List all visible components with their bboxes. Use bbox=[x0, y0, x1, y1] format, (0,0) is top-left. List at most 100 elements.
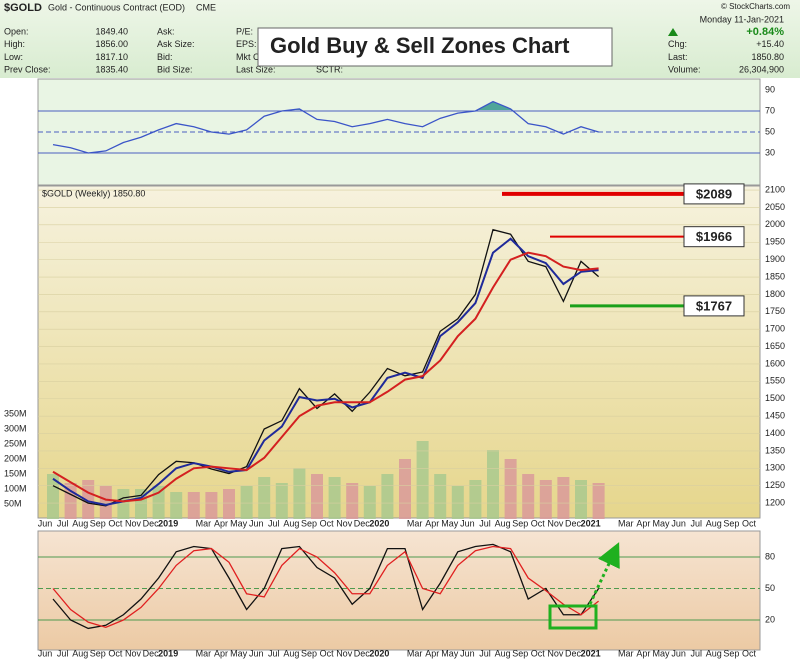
credit: © StockCharts.com bbox=[721, 2, 790, 11]
y-tick-label: 100M bbox=[4, 483, 27, 493]
volume-bar bbox=[293, 468, 306, 519]
x-tick-label: May bbox=[441, 648, 459, 658]
date: Monday 11-Jan-2021 bbox=[700, 14, 784, 24]
x-tick-label: Nov bbox=[336, 648, 353, 658]
field-label: Volume: bbox=[668, 64, 701, 74]
series-line bbox=[52, 545, 599, 629]
field-label: Chg: bbox=[668, 39, 687, 49]
field-label: Prev Close: bbox=[4, 64, 51, 74]
zone-label: $1767 bbox=[696, 298, 732, 313]
volume-bar bbox=[592, 483, 605, 519]
x-tick-label: 2019 bbox=[158, 518, 178, 528]
x-tick-label: Oct bbox=[531, 518, 546, 528]
field-label: Open: bbox=[4, 26, 29, 36]
x-tick-label: Jun bbox=[460, 648, 475, 658]
volume-bar bbox=[522, 474, 535, 519]
field-label: Bid: bbox=[157, 52, 173, 62]
volume-bar bbox=[117, 489, 130, 519]
volume-bar bbox=[381, 474, 394, 519]
volume-bar bbox=[311, 474, 323, 519]
x-tick-label: Oct bbox=[320, 648, 335, 658]
y-tick-label: 50 bbox=[765, 126, 775, 136]
x-tick-label: Aug bbox=[706, 648, 722, 658]
x-tick-label: Dec bbox=[565, 518, 582, 528]
x-tick-label: 2020 bbox=[369, 518, 389, 528]
rsi-fill bbox=[290, 101, 512, 110]
x-tick-label: Aug bbox=[283, 648, 299, 658]
x-tick-label: Apr bbox=[214, 518, 228, 528]
field-value: 1817.10 bbox=[95, 52, 128, 62]
x-tick-label: Mar bbox=[618, 518, 634, 528]
headline: Gold Buy & Sell Zones Chart bbox=[270, 33, 570, 58]
x-tick-label: Mar bbox=[618, 648, 634, 658]
x-tick-label: Mar bbox=[407, 648, 423, 658]
volume-bar bbox=[275, 483, 288, 519]
x-tick-label: Aug bbox=[495, 518, 511, 528]
x-tick-label: Jun bbox=[249, 648, 264, 658]
zone-box bbox=[683, 183, 745, 205]
x-tick-label: Aug bbox=[72, 518, 88, 528]
y-tick-label: 1450 bbox=[765, 411, 785, 421]
highlight-box bbox=[548, 604, 598, 630]
volume-bar bbox=[170, 492, 183, 519]
y-tick-label: 1800 bbox=[765, 289, 785, 299]
x-tick-label: 2019 bbox=[158, 648, 178, 658]
volume-bar bbox=[469, 480, 482, 519]
exchange: CME bbox=[196, 2, 216, 12]
volume-bar bbox=[434, 474, 447, 519]
zone-box bbox=[683, 226, 745, 248]
x-tick-label: Oct bbox=[531, 648, 546, 658]
x-tick-label: Oct bbox=[108, 518, 123, 528]
x-tick-label: Jul bbox=[479, 648, 491, 658]
field-label: EPS: bbox=[236, 39, 257, 49]
field-value: +15.40 bbox=[756, 39, 784, 49]
field-label: P/E: bbox=[236, 26, 253, 36]
x-tick-label: Jul bbox=[57, 518, 69, 528]
x-tick-label: Sep bbox=[90, 518, 106, 528]
volume-bar bbox=[504, 459, 517, 519]
series-line bbox=[52, 543, 600, 630]
y-tick-label: 50 bbox=[765, 583, 775, 593]
x-tick-label: Dec bbox=[354, 648, 371, 658]
volume-bar bbox=[557, 477, 570, 519]
x-tick-label: Sep bbox=[512, 518, 528, 528]
series-line bbox=[52, 251, 599, 503]
x-tick-label: May bbox=[230, 648, 248, 658]
x-tick-label: Nov bbox=[336, 518, 353, 528]
y-tick-label: 2100 bbox=[765, 184, 785, 194]
x-tick-label: 2020 bbox=[369, 648, 389, 658]
x-tick-label: Jun bbox=[38, 648, 53, 658]
y-tick-label: 1750 bbox=[765, 306, 785, 316]
y-tick-label: 80 bbox=[765, 551, 775, 561]
field-value: 1835.40 bbox=[95, 64, 128, 74]
x-tick-label: May bbox=[652, 648, 670, 658]
x-tick-label: Jun bbox=[38, 518, 53, 528]
x-tick-label: Dec bbox=[565, 648, 582, 658]
y-tick-label: 1950 bbox=[765, 237, 785, 247]
y-tick-label: 30 bbox=[765, 147, 775, 157]
y-tick-label: 1900 bbox=[765, 254, 785, 264]
x-tick-label: Jun bbox=[671, 518, 686, 528]
x-tick-label: Apr bbox=[425, 518, 439, 528]
x-tick-label: Jul bbox=[57, 648, 69, 658]
y-tick-label: 1650 bbox=[765, 341, 785, 351]
x-tick-label: Jun bbox=[249, 518, 264, 528]
y-tick-label: 1300 bbox=[765, 463, 785, 473]
x-tick-label: Sep bbox=[512, 648, 528, 658]
y-tick-label: 200M bbox=[4, 453, 27, 463]
x-tick-label: Aug bbox=[495, 648, 511, 658]
x-tick-label: Dec bbox=[354, 518, 371, 528]
x-tick-label: Nov bbox=[547, 518, 564, 528]
x-tick-label: May bbox=[441, 518, 459, 528]
series-line bbox=[52, 237, 599, 506]
volume-bar bbox=[152, 486, 165, 519]
y-tick-label: 1250 bbox=[765, 480, 785, 490]
x-tick-label: Apr bbox=[636, 648, 650, 658]
x-tick-label: Apr bbox=[214, 648, 228, 658]
x-tick-label: Apr bbox=[425, 648, 439, 658]
volume-bar bbox=[258, 477, 271, 519]
x-tick-label: Mar bbox=[407, 518, 423, 528]
y-tick-label: 1550 bbox=[765, 376, 785, 386]
y-tick-label: 350M bbox=[4, 408, 27, 418]
